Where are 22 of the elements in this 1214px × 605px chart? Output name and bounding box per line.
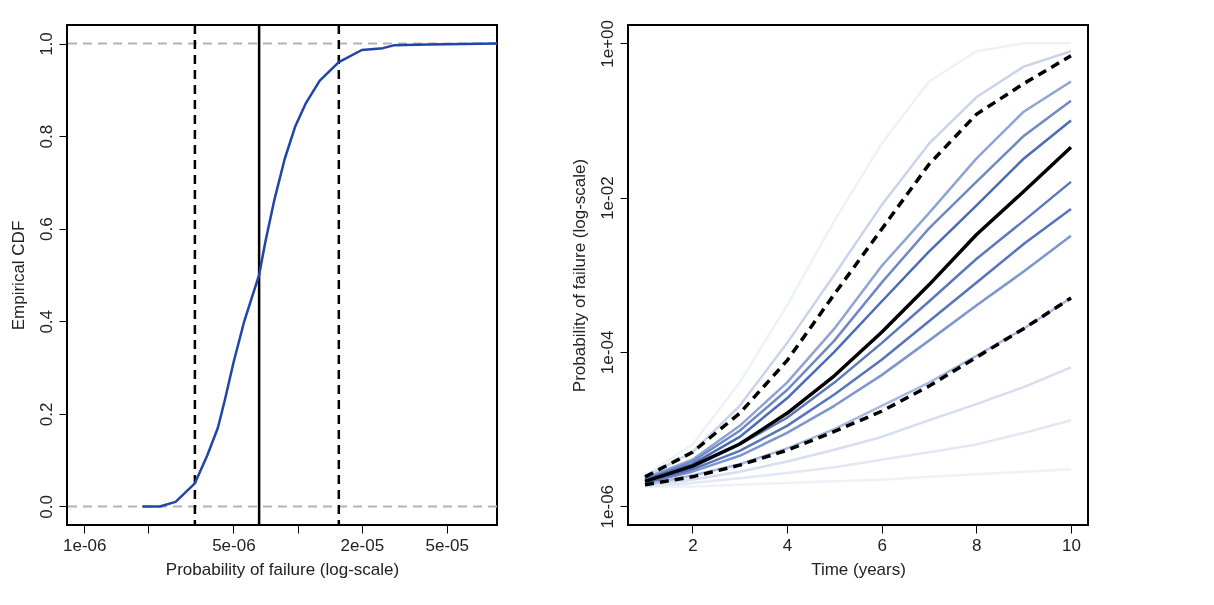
x-tick-label: 2e-05 [340, 535, 385, 555]
y-tick-label: 0.4 [36, 309, 56, 334]
y-tick-label: 1.0 [36, 32, 56, 56]
y-tick-label: 1e-04 [597, 330, 617, 375]
x-tick-label: 1e-06 [63, 535, 107, 555]
y-tick-label: 0.0 [36, 495, 56, 519]
y-tick-label: 0.6 [36, 217, 56, 242]
x-tick-label: 4 [782, 535, 793, 555]
y-tick-label: 1e-02 [597, 176, 617, 220]
x-tick-label: 2 [688, 535, 698, 555]
y-axis-title: Probability of failure (log-scale) [569, 158, 589, 393]
x-axis-title: Time (years) [811, 559, 906, 579]
x-tick-label: 10 [1062, 535, 1081, 555]
y-tick-label: 1e+00 [597, 19, 617, 68]
y-tick-label: 0.2 [36, 402, 56, 427]
x-tick-label: 8 [972, 535, 982, 555]
x-axis-title: Probability of failure (log-scale) [165, 559, 400, 579]
x-tick-label: 6 [877, 535, 887, 555]
x-tick-label: 5e-05 [425, 535, 469, 555]
x-tick-label: 5e-06 [212, 535, 256, 555]
y-tick-label: 0.8 [36, 124, 56, 149]
y-axis-title: Empirical CDF [8, 220, 28, 331]
